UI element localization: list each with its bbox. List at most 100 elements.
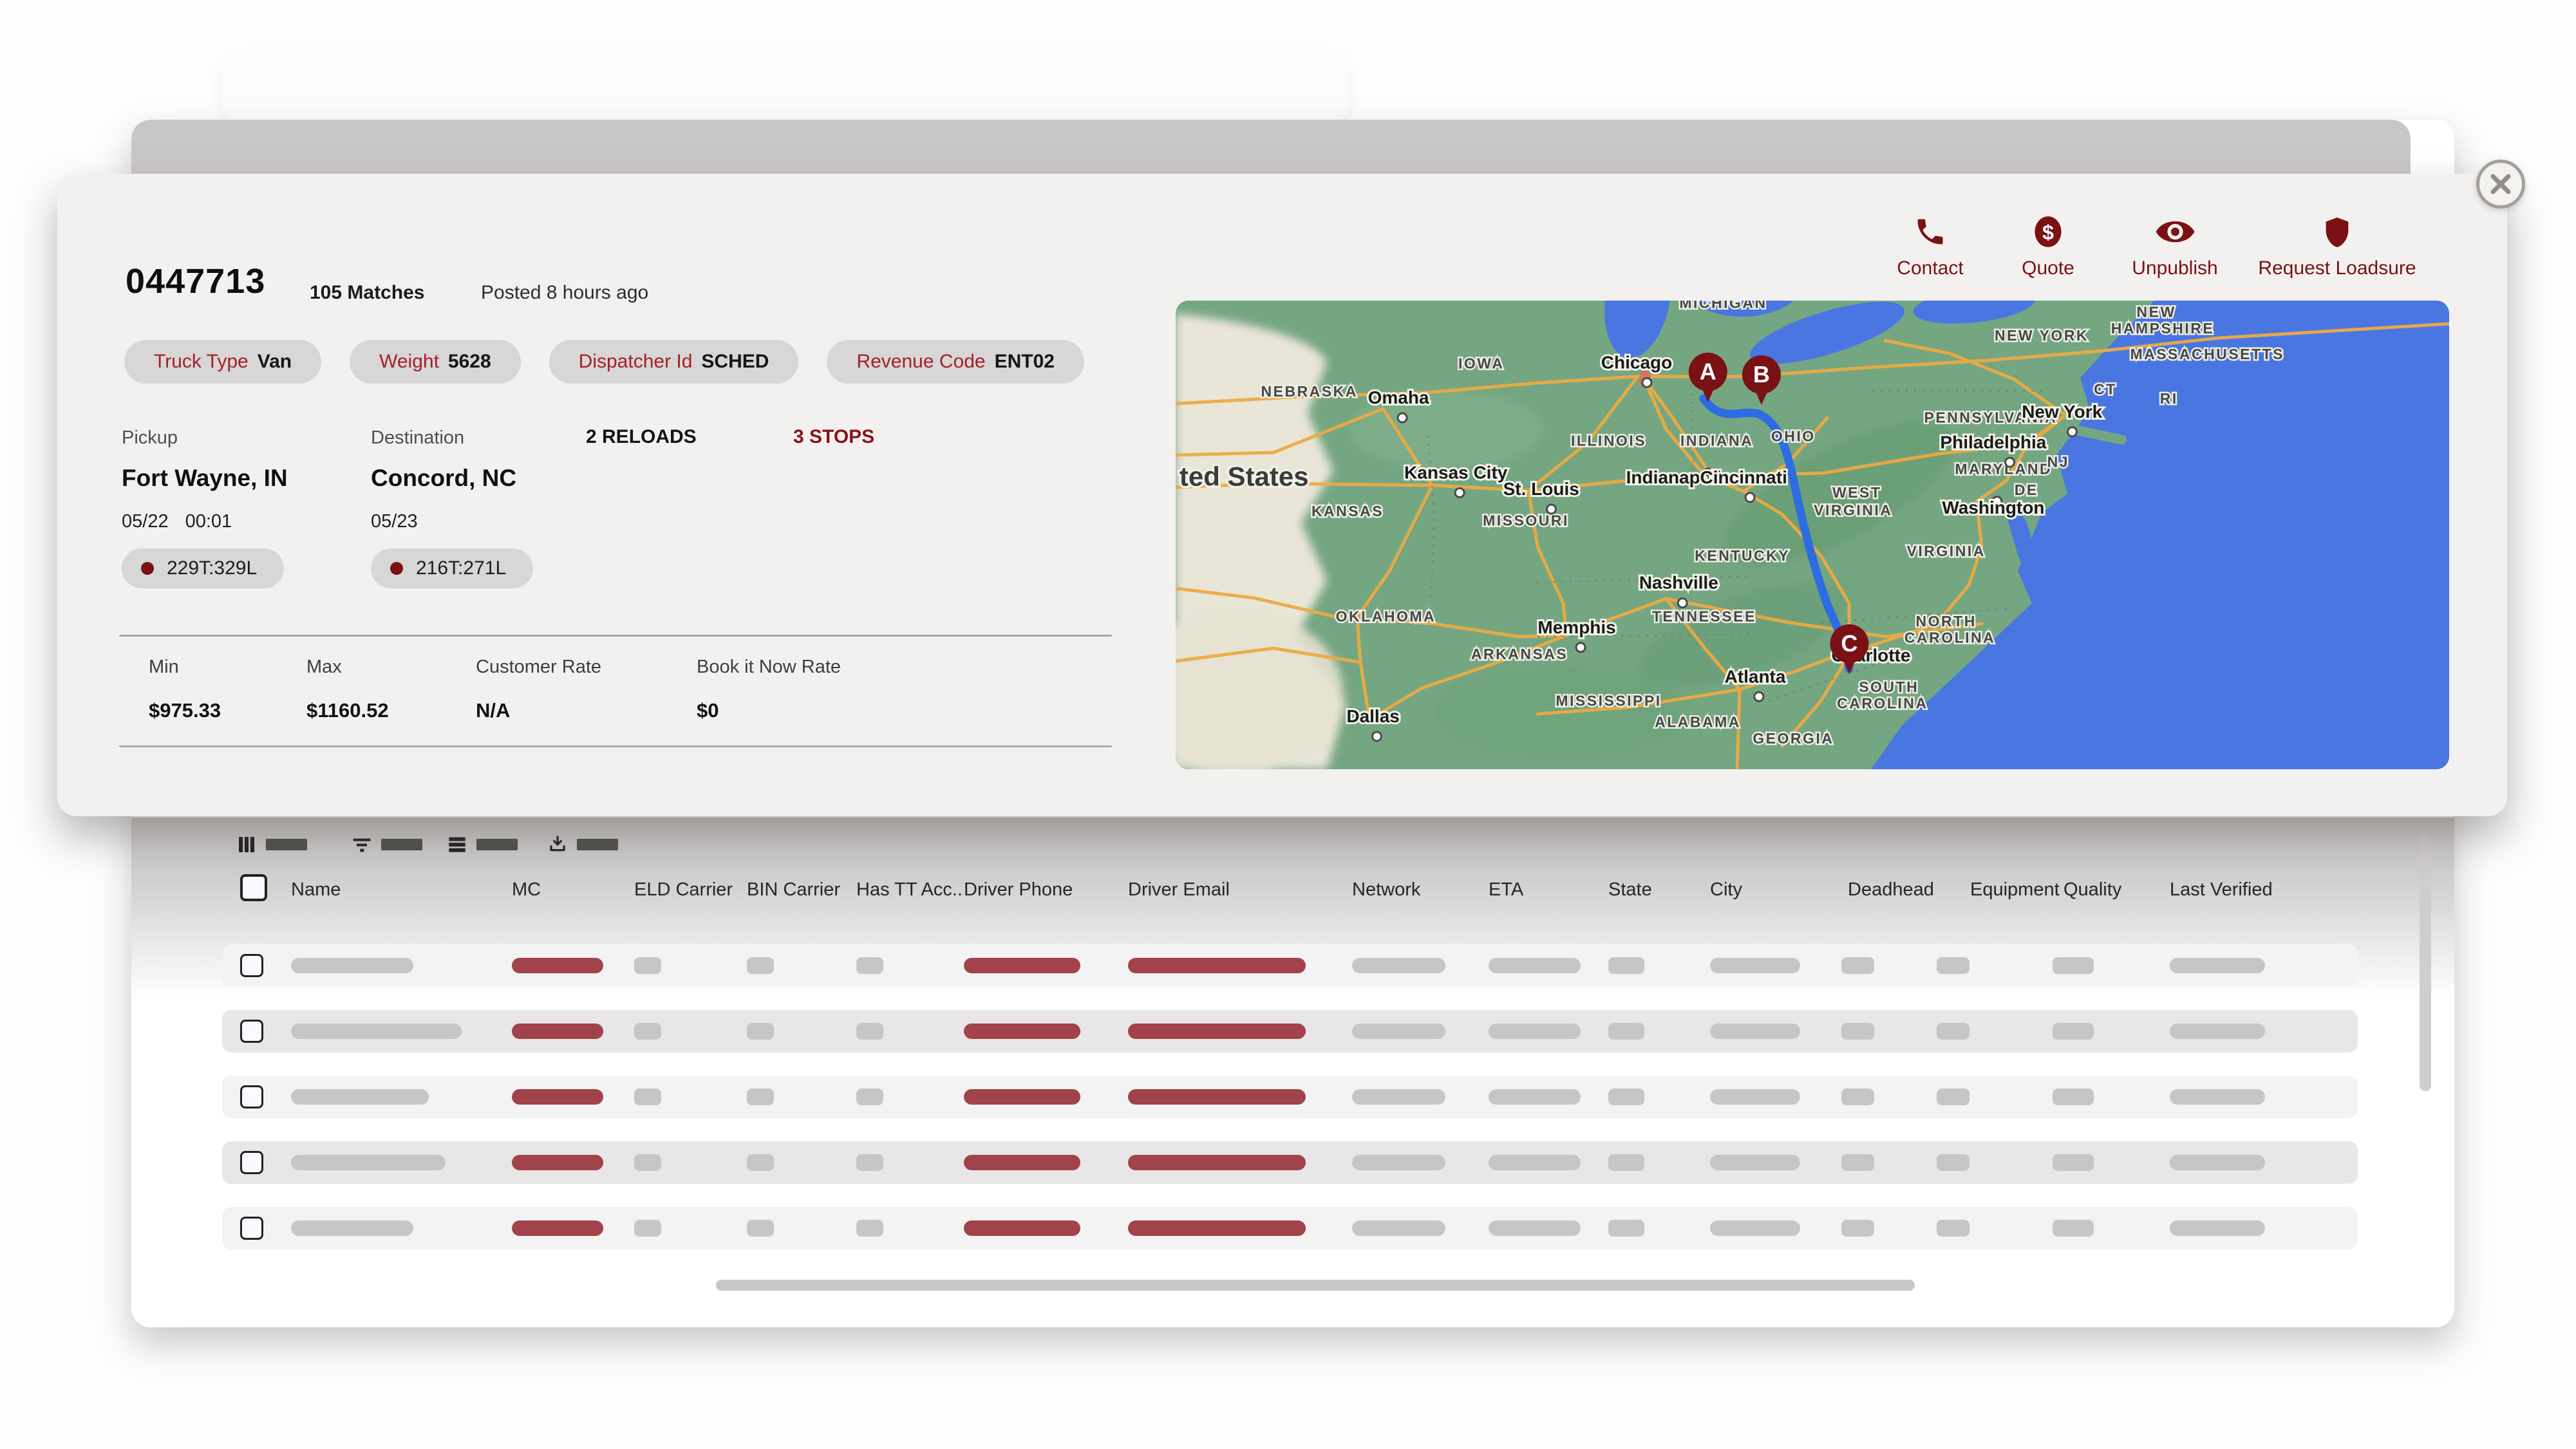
- skeleton-gray-square: [1841, 1220, 1874, 1237]
- column-header-bin-carrier[interactable]: BIN Carrier: [747, 879, 841, 900]
- pickup-time-value: 00:01: [185, 511, 232, 532]
- skeleton-gray-bar: [1489, 958, 1581, 973]
- long-island: [2071, 425, 2127, 445]
- skeleton-gray-bar: [1710, 1155, 1800, 1170]
- close-button[interactable]: [2476, 160, 2525, 209]
- state-label: MISSISSIPPI: [1556, 693, 1661, 709]
- vertical-scrollbar[interactable]: [2420, 834, 2431, 1091]
- table-row[interactable]: [222, 1076, 2358, 1118]
- action-label: Contact: [1897, 257, 1964, 279]
- pickup-date-value: 05/22: [122, 511, 169, 532]
- skeleton-red-bar: [1128, 1024, 1306, 1039]
- skeleton-gray-square: [1937, 957, 1970, 974]
- export-toolbar-button[interactable]: [547, 830, 618, 859]
- table-row[interactable]: [222, 1207, 2358, 1249]
- column-header-has-tt-acc[interactable]: Has TT Acc..: [856, 879, 963, 900]
- column-header-mc[interactable]: MC: [512, 879, 541, 900]
- state-label: NJ: [2047, 453, 2069, 470]
- skeleton-red-bar: [964, 1155, 1080, 1170]
- skeleton-gray-square: [1841, 1089, 1874, 1105]
- state-label: ILLINOIS: [1571, 433, 1646, 449]
- state-label: MARYLAND: [1955, 460, 2052, 477]
- toolbar-placeholder: [381, 839, 422, 850]
- unpublish-button[interactable]: Unpublish: [2065, 211, 2284, 279]
- column-header-state[interactable]: State: [1608, 879, 1652, 900]
- state-label: GEORGIA: [1753, 730, 1834, 747]
- horizontal-scrollbar[interactable]: [716, 1280, 1915, 1291]
- row-checkbox[interactable]: [240, 1020, 263, 1043]
- columns-toolbar-button[interactable]: [236, 830, 307, 859]
- skeleton-gray-square: [1608, 1220, 1644, 1237]
- contact-button[interactable]: Contact: [1821, 211, 2040, 279]
- state-label: IOWA: [1458, 355, 1504, 372]
- export-icon: [547, 834, 568, 855]
- state-label: NEW YORK: [1995, 327, 2089, 344]
- column-header-driver-phone[interactable]: Driver Phone: [964, 879, 1073, 900]
- city-label: Chicago: [1601, 353, 1672, 373]
- row-checkbox[interactable]: [240, 1085, 263, 1108]
- row-checkbox[interactable]: [240, 1151, 263, 1174]
- filter-icon: [352, 834, 372, 855]
- tag-value: Van: [257, 351, 292, 372]
- state-label: OKLAHOMA: [1336, 608, 1436, 625]
- city-dot: [1396, 412, 1408, 424]
- state-label: PENNSYLVANIA: [1924, 409, 2058, 425]
- action-label: Unpublish: [2132, 257, 2218, 279]
- skeleton-gray-bar: [291, 1089, 429, 1105]
- skeleton-red-bar: [964, 1024, 1080, 1039]
- skeleton-gray-bar: [2170, 1155, 2265, 1170]
- skeleton-gray-bar: [1710, 1024, 1800, 1039]
- city-dot: [1641, 377, 1653, 388]
- svg-text:B: B: [1753, 361, 1770, 388]
- filter-toolbar-button[interactable]: [352, 830, 422, 859]
- column-header-network[interactable]: Network: [1352, 879, 1421, 900]
- column-header-eld-carrier[interactable]: ELD Carrier: [634, 879, 733, 900]
- select-all-checkbox[interactable]: [240, 874, 267, 901]
- skeleton-red-bar: [512, 1220, 603, 1236]
- rate-value: $1160.52: [306, 699, 389, 722]
- skeleton-gray-square: [2053, 1220, 2094, 1237]
- skeleton-red-bar: [964, 958, 1080, 973]
- table-row[interactable]: [222, 1010, 2358, 1052]
- state-label: KANSAS: [1312, 503, 1384, 519]
- column-header-last-verified[interactable]: Last Verified: [2170, 879, 2273, 900]
- column-header-deadhead[interactable]: Deadhead: [1848, 879, 1934, 900]
- skeleton-gray-square: [747, 1220, 774, 1237]
- divider: [119, 635, 1112, 637]
- country-label: ted States: [1180, 462, 1309, 492]
- row-checkbox[interactable]: [240, 1217, 263, 1240]
- atlantic-ocean: [1871, 301, 2449, 769]
- tag-value: SCHED: [701, 351, 769, 372]
- skeleton-gray-square: [2053, 1023, 2094, 1040]
- skeleton-gray-bar: [1710, 1089, 1800, 1105]
- column-header-quality[interactable]: Quality: [2064, 879, 2122, 900]
- skeleton-gray-bar: [2170, 958, 2265, 973]
- skeleton-gray-square: [634, 1220, 661, 1237]
- load-id: 0447713: [126, 262, 266, 301]
- request-loadsure-button[interactable]: Request Loadsure: [2228, 211, 2447, 279]
- column-header-city[interactable]: City: [1710, 879, 1742, 900]
- state-label: RI: [2160, 390, 2178, 407]
- skeleton-gray-bar: [1352, 1024, 1445, 1039]
- row-checkbox[interactable]: [240, 954, 263, 977]
- city-dot: [1702, 467, 1714, 479]
- city-label: Omaha: [1368, 388, 1429, 407]
- maroon-dot-icon: [141, 562, 154, 575]
- skeleton-red-bar: [512, 1024, 603, 1039]
- column-header-driver-email[interactable]: Driver Email: [1128, 879, 1230, 900]
- table-row[interactable]: [222, 944, 2358, 987]
- table-row[interactable]: [222, 1141, 2358, 1184]
- skeleton-red-bar: [964, 1089, 1080, 1105]
- state-label: KENTUCKY: [1695, 547, 1790, 564]
- load-tags: Truck Type Van Weight 5628 Dispatcher Id SCHE…: [124, 340, 1084, 384]
- skeleton-gray-square: [747, 1023, 774, 1040]
- column-header-equipment[interactable]: Equipment: [1970, 879, 2060, 900]
- skeleton-gray-square: [634, 957, 661, 974]
- skeleton-gray-square: [1841, 1154, 1874, 1171]
- route-map[interactable]: NEBRASKA IOWA KANSAS MISSOURI ILLINOIS INDIAN…: [1176, 301, 2449, 769]
- column-header-eta[interactable]: ETA: [1489, 879, 1524, 900]
- quote-button[interactable]: $ Quote: [1939, 211, 2158, 279]
- column-header-name[interactable]: Name: [291, 879, 341, 900]
- destination-label: Destination: [371, 427, 465, 448]
- density-toolbar-button[interactable]: [447, 830, 518, 859]
